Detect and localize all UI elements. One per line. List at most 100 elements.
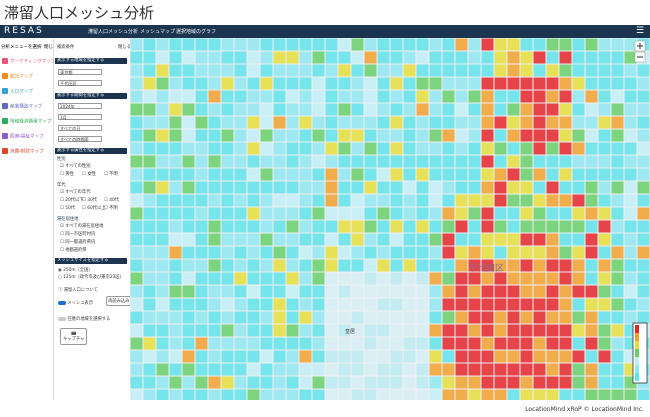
mesh-cell [403,298,416,311]
footer: LocationMind xRoP © LocationMind Inc. [525,406,644,413]
select[interactable]: すべての日 [58,125,102,131]
mesh-cell [351,38,364,51]
mesh-cell [559,38,572,51]
menu-item[interactable]: マーケティングマップ [2,58,56,65]
mesh-cell [351,142,364,155]
mesh-cell [390,285,403,298]
menu-item[interactable]: 医療・福祉マップ [2,133,44,140]
mesh-cell [585,272,598,285]
select[interactable]: 1月 [58,114,102,120]
mesh-cell [130,155,143,168]
mesh-cell [559,285,572,298]
mesh-cell [273,194,286,207]
mesh-cell [455,363,468,376]
mesh-cell [312,350,325,363]
mesh-cell [143,233,156,246]
mesh-cell [598,246,611,259]
mesh-cell [520,51,533,64]
mesh-cell [377,337,390,350]
mesh-cell [507,77,520,90]
mesh-cell [312,129,325,142]
checkbox[interactable]: ☐ 60代以上 [82,206,106,211]
mesh-cell [390,376,403,389]
mesh-cell [377,155,390,168]
mesh-cell [351,311,364,324]
mesh-cell [624,272,637,285]
radio[interactable]: ◉ 250m（全国） [58,268,93,273]
checkbox[interactable]: ☑ すべての滞在居住地 [60,224,104,229]
mesh-cell [377,376,390,389]
mesh-cell [390,246,403,259]
mesh-cell [572,168,585,181]
mesh-cell [169,311,182,324]
menu-close[interactable]: 閉じる [44,45,58,50]
mesh-cell [468,259,481,272]
mesh-cell [455,207,468,220]
mesh-cell [312,363,325,376]
tab[interactable]: 選択地域のグラフ [176,29,217,35]
mesh-cell [520,259,533,272]
checkbox[interactable]: ☑ すべての年代 [60,190,91,195]
mesh-cell [546,77,559,90]
mesh-cell [403,142,416,155]
mesh-cell [377,324,390,337]
toggle[interactable]: 任意の地域を選択する [58,316,110,322]
mesh-cell [455,77,468,90]
mesh-cell [507,194,520,207]
checkbox[interactable]: ☐ 40代 [104,198,119,203]
checkbox[interactable]: ☐ 女性 [82,172,96,177]
mesh-cell [455,38,468,51]
mesh-cell [182,259,195,272]
checkbox[interactable]: ☐ 不明 [104,206,118,211]
mesh-cell [429,376,442,389]
menu-item[interactable]: 地域経済循環マップ [2,118,51,125]
checkbox[interactable]: ☐ 他都道府県 [60,248,87,253]
checkbox[interactable]: ☑ すべての性別 [60,164,91,169]
mesh-cell [468,350,481,363]
mesh-cell [351,298,364,311]
panel-close[interactable]: 閉じる [118,45,131,50]
mesh-cell [286,324,299,337]
mesh-cell [182,363,195,376]
mesh-cell [611,285,624,298]
select[interactable]: すべての時間帯 [58,136,102,142]
mesh-cell [130,181,143,194]
menu-panel: 分析メニューを選択 閉じる [0,38,58,400]
mesh-cell [455,64,468,77]
mesh-cell [481,142,494,155]
checkbox[interactable]: ☐ 50代 [60,206,75,211]
checkbox[interactable]: ☐ 同一市区町村内 [60,232,96,237]
mesh-cell [260,389,273,400]
tab[interactable]: メッシュマップ [140,29,176,35]
reload-button[interactable]: 再読み込み [106,296,132,306]
mesh-cell [559,155,572,168]
tab[interactable]: 滞留人口メッシュ分析 [88,29,139,35]
mesh-cell [221,389,234,400]
checkbox[interactable]: ☐ 20代以下 [60,198,84,203]
toggle[interactable]: メッシュ表示 [58,300,93,306]
mesh-cell [598,38,611,51]
mesh-cell [442,389,455,400]
capture-button[interactable]: 📷 キャプチャ [60,328,88,345]
menu-item[interactable]: 産業構造マップ [2,103,42,110]
mesh-cell [312,103,325,116]
checkbox[interactable]: ☐ 不明 [104,172,118,177]
select[interactable]: 東京都 [58,69,102,75]
menu-item[interactable]: 消費・財政マップ [2,148,44,155]
mesh-cell [299,116,312,129]
radio[interactable]: ○ 125m（政令市及び東京23区） [58,275,124,280]
mesh-cell [507,142,520,155]
link[interactable]: ⓘ 滞留人口について [58,288,98,293]
menu-item[interactable]: 人口マップ [2,88,33,95]
checkbox[interactable]: ☐ 30代 [82,198,97,203]
select[interactable]: 千代田区 [58,80,102,86]
select[interactable]: 2024年 [58,103,102,109]
mesh-cell [455,90,468,103]
checkbox[interactable]: ☐ 同一都道府県内 [60,240,96,245]
menu-item[interactable]: 観光マップ [2,73,33,80]
hamburger[interactable]: ☰ [636,26,645,36]
mesh-cell [338,77,351,90]
mesh-cell [559,337,572,350]
checkbox[interactable]: ☐ 男性 [60,172,74,177]
